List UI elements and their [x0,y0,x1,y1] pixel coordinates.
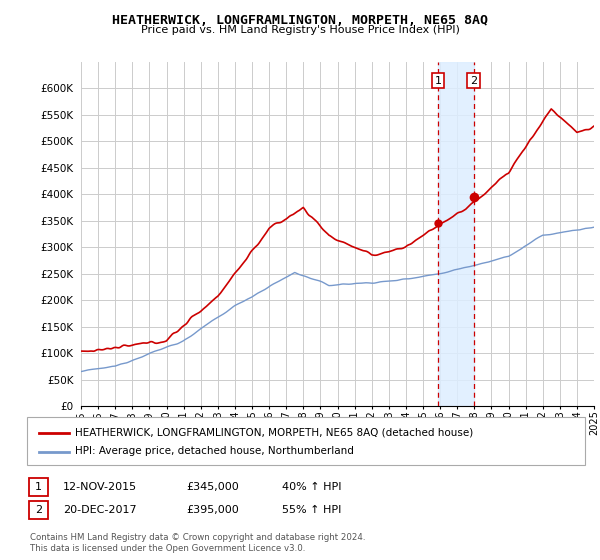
Text: HEATHERWICK, LONGFRAMLINGTON, MORPETH, NE65 8AQ (detached house): HEATHERWICK, LONGFRAMLINGTON, MORPETH, N… [75,428,473,437]
Text: 2: 2 [35,505,42,515]
Text: 40% ↑ HPI: 40% ↑ HPI [282,482,341,492]
Text: 12-NOV-2015: 12-NOV-2015 [63,482,137,492]
Text: 55% ↑ HPI: 55% ↑ HPI [282,505,341,515]
Text: HEATHERWICK, LONGFRAMLINGTON, MORPETH, NE65 8AQ: HEATHERWICK, LONGFRAMLINGTON, MORPETH, N… [112,14,488,27]
Text: 2: 2 [470,76,478,86]
Text: 1: 1 [35,482,42,492]
Text: Contains HM Land Registry data © Crown copyright and database right 2024.
This d: Contains HM Land Registry data © Crown c… [30,533,365,553]
Text: 1: 1 [434,76,442,86]
Text: £395,000: £395,000 [186,505,239,515]
Bar [438,62,474,406]
Text: 20-DEC-2017: 20-DEC-2017 [63,505,137,515]
Text: £345,000: £345,000 [186,482,239,492]
Text: HPI: Average price, detached house, Northumberland: HPI: Average price, detached house, Nort… [75,446,354,456]
Text: Price paid vs. HM Land Registry's House Price Index (HPI): Price paid vs. HM Land Registry's House … [140,25,460,35]
